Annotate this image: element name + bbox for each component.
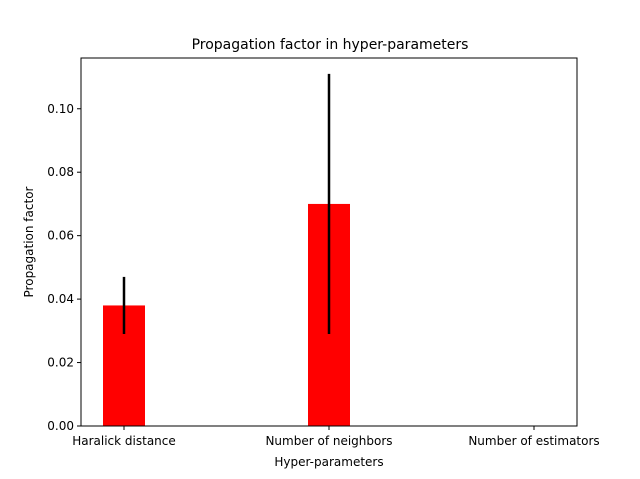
y-tick-label-2: 0.04 [47,292,74,306]
y-tick-label-1: 0.02 [47,356,74,370]
y-tick-label-4: 0.08 [47,165,74,179]
y-tick-label-3: 0.06 [47,229,74,243]
x-tick-label-2: Number of estimators [468,434,599,448]
chart-title: Propagation factor in hyper-parameters [192,37,469,53]
y-tick-label-0: 0.00 [47,419,74,433]
y-tick-label-5: 0.10 [47,102,74,116]
x-axis-label: Hyper-parameters [274,455,383,469]
plot-frame [80,57,578,427]
y-axis-label: Propagation factor [22,186,36,297]
y-axis: 0.00 0.02 0.04 0.06 0.08 0.10 [47,102,81,433]
x-axis: Haralick distance Number of neighbors Numb… [72,426,600,448]
x-tick-label-1: Number of neighbors [265,434,392,448]
bars-group [103,73,350,426]
x-tick-label-0: Haralick distance [72,434,176,448]
